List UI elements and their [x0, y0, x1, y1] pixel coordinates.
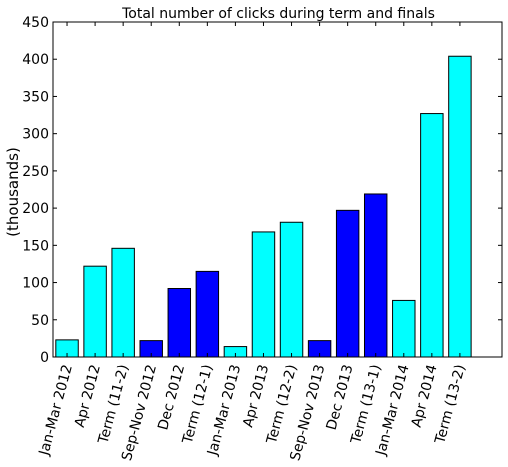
x-tick-label: Dec 2012	[155, 363, 188, 432]
bar-5	[167, 288, 192, 358]
bars-group	[55, 55, 472, 358]
y-tick-label: 250	[22, 164, 49, 180]
x-tick-label: Apr 2014	[409, 363, 441, 429]
x-tick-label: Apr 2012	[72, 363, 104, 429]
y-tick-labels: 0 50 100 150 200 250 300 350 400 450	[22, 15, 49, 366]
bar-2	[83, 265, 107, 358]
y-tick-label: 300	[22, 127, 49, 143]
bar-11	[335, 209, 360, 358]
y-tick-label: 450	[22, 15, 49, 31]
y-tick-label: 0	[40, 350, 49, 366]
plot-frame	[52, 21, 503, 358]
chart-title: Total number of clicks during term and f…	[121, 6, 435, 22]
x-tick-label: Jan-Mar 2012	[36, 363, 76, 458]
y-tick-label: 150	[22, 238, 49, 254]
x-tick-label: Apr 2013	[240, 363, 272, 429]
ticks-group	[53, 21, 502, 358]
bar-3	[111, 247, 135, 358]
bar-15	[448, 55, 472, 358]
bar-9	[279, 221, 304, 358]
y-tick-label: 200	[22, 201, 49, 217]
bar-6	[195, 270, 220, 358]
y-tick-label: 50	[31, 313, 49, 329]
x-tick-label: Dec 2013	[324, 363, 357, 432]
y-axis-label: (thousands)	[4, 147, 22, 237]
bar-14	[420, 113, 444, 358]
bar-13	[392, 299, 416, 358]
y-tick-label: 100	[22, 276, 49, 292]
y-tick-label: 350	[22, 89, 49, 105]
bar-12	[363, 193, 388, 358]
bar-8	[251, 231, 276, 358]
y-tick-label: 400	[22, 52, 49, 68]
